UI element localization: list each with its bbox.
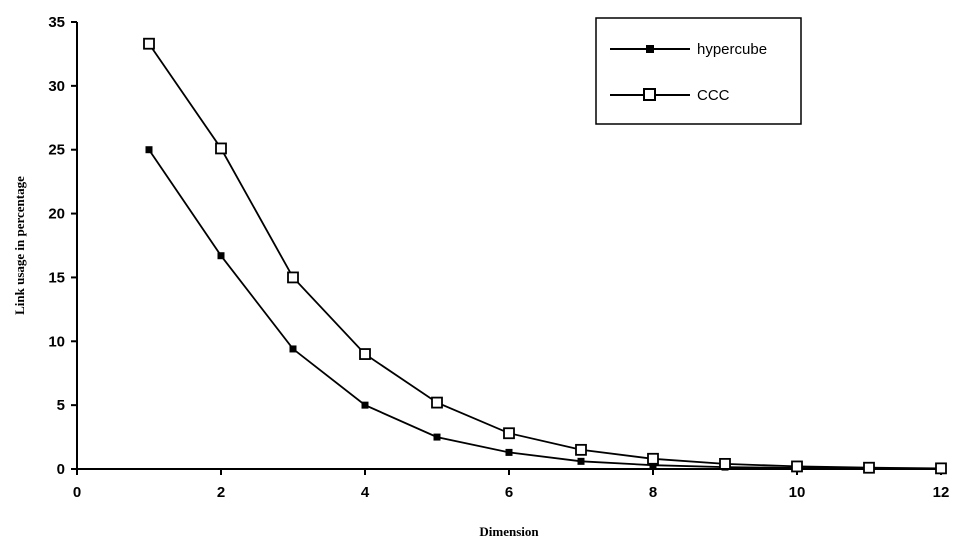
data-point-ccc (935, 462, 947, 475)
y-tick-label: 20 (48, 206, 65, 223)
y-tick-label: 25 (48, 142, 65, 159)
data-point-hypercube (505, 448, 513, 456)
x-tick-label: 12 (933, 484, 950, 501)
data-point-ccc (359, 348, 371, 360)
x-tick-label: 4 (361, 484, 370, 501)
data-point-ccc (863, 461, 875, 474)
legend-marker-hypercube (646, 45, 654, 53)
data-point-hypercube (145, 146, 153, 154)
y-tick-label: 5 (57, 397, 65, 414)
x-axis-title: Dimension (479, 524, 539, 539)
data-point-hypercube (433, 433, 441, 441)
data-point-ccc (647, 452, 659, 465)
legend-marker-ccc (643, 88, 656, 101)
y-tick-label: 10 (48, 333, 65, 350)
x-tick-label: 6 (505, 484, 513, 501)
data-point-ccc (575, 443, 587, 456)
y-axis-title: Link usage in percentage (12, 176, 27, 315)
data-point-ccc (143, 37, 155, 50)
axes (76, 22, 941, 470)
legend-box (595, 17, 802, 125)
x-tick-label: 10 (789, 484, 806, 501)
data-point-ccc (503, 427, 515, 440)
data-point-ccc (287, 271, 299, 284)
y-tick-label: 35 (48, 14, 65, 31)
data-point-ccc (791, 460, 803, 473)
x-axis-ticks: 0 2 4 6 8 10 12 (73, 469, 950, 501)
data-point-hypercube (217, 252, 225, 260)
legend: hypercube CCC (595, 17, 802, 125)
data-point-ccc (719, 457, 731, 470)
data-point-ccc (215, 142, 227, 155)
data-point-hypercube (361, 401, 369, 409)
series-line-ccc (148, 43, 942, 470)
data-point-ccc (431, 396, 443, 409)
y-tick-label: 0 (57, 461, 65, 478)
data-point-hypercube (289, 345, 297, 353)
y-axis-ticks: 0 5 10 15 20 25 30 35 (48, 14, 77, 478)
x-tick-label: 2 (217, 484, 225, 501)
y-tick-label: 30 (48, 78, 65, 95)
data-point-hypercube (649, 461, 657, 469)
series-line-hypercube (148, 149, 942, 470)
series-layer (143, 37, 947, 475)
y-tick-label: 15 (48, 269, 65, 286)
legend-label-ccc: CCC (697, 87, 730, 104)
x-tick-label: 0 (73, 484, 81, 501)
legend-label-hypercube: hypercube (697, 41, 767, 58)
data-point-hypercube (577, 457, 585, 465)
x-tick-label: 8 (649, 484, 657, 501)
